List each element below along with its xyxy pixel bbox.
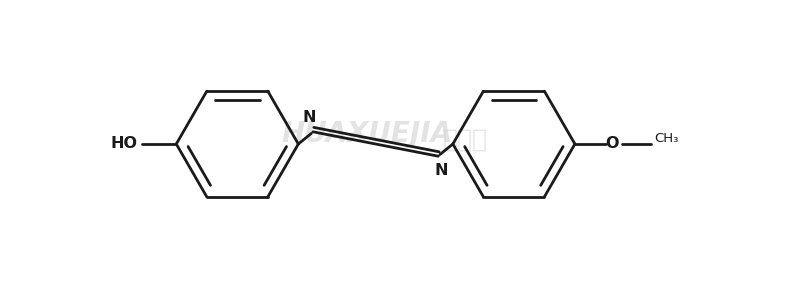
Text: CH₃: CH₃	[654, 132, 679, 145]
Text: N: N	[434, 163, 448, 178]
Text: 化学加: 化学加	[442, 128, 487, 152]
Text: HUAXUEJIA: HUAXUEJIA	[282, 120, 453, 148]
Text: N: N	[303, 110, 317, 125]
Text: HO: HO	[110, 137, 138, 151]
Text: O: O	[606, 136, 619, 151]
